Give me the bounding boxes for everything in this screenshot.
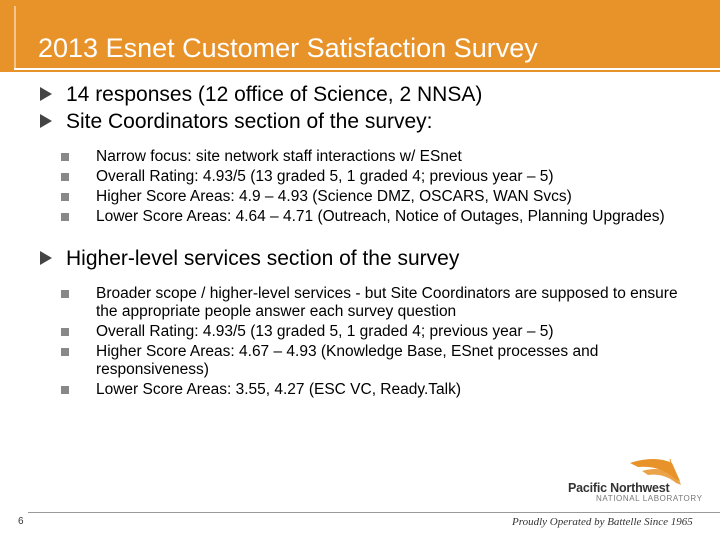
square-bullet-icon: [61, 290, 69, 298]
footer-divider: [28, 512, 720, 513]
square-bullet-icon: [61, 173, 69, 181]
sub-bullet: Overall Rating: 4.93/5 (13 graded 5, 1 g…: [40, 168, 700, 186]
sub-bullet: Lower Score Areas: 3.55, 4.27 (ESC VC, R…: [40, 381, 700, 399]
title-bar-underline: [14, 68, 720, 70]
square-bullet-icon: [61, 213, 69, 221]
bullet-site-coordinators: Site Coordinators section of the survey:: [40, 109, 700, 134]
sub-bullet-text: Overall Rating: 4.93/5 (13 graded 5, 1 g…: [96, 323, 554, 340]
sub-bullet: Higher Score Areas: 4.67 – 4.93 (Knowled…: [40, 343, 700, 379]
bullet-higher-level-services: Higher-level services section of the sur…: [40, 246, 700, 271]
org-name: Pacific Northwest: [568, 481, 670, 495]
square-bullet-icon: [61, 153, 69, 161]
title-bar-edge: [14, 6, 16, 70]
sub-bullet: Broader scope / higher-level services - …: [40, 285, 700, 321]
sub-bullet-text: Higher Score Areas: 4.9 – 4.93 (Science …: [96, 188, 572, 205]
sub-bullet-text: Higher Score Areas: 4.67 – 4.93 (Knowled…: [96, 343, 599, 378]
arrow-bullet-icon: [40, 114, 52, 128]
square-bullet-icon: [61, 386, 69, 394]
arrow-bullet-icon: [40, 251, 52, 265]
slide-title: 2013 Esnet Customer Satisfaction Survey: [38, 33, 538, 63]
bullet-responses: 14 responses (12 office of Science, 2 NN…: [40, 82, 700, 107]
site-coordinators-subitems: Narrow focus: site network staff interac…: [40, 148, 700, 226]
footer-tagline: Proudly Operated by Battelle Since 1965: [512, 516, 693, 528]
bullet-text: Higher-level services section of the sur…: [66, 247, 460, 270]
slide-number: 6: [18, 516, 24, 527]
pnnl-logo-icon: [630, 458, 681, 485]
square-bullet-icon: [61, 348, 69, 356]
sub-bullet-text: Lower Score Areas: 3.55, 4.27 (ESC VC, R…: [96, 381, 461, 398]
org-subtitle: NATIONAL LABORATORY: [596, 494, 703, 503]
sub-bullet: Overall Rating: 4.93/5 (13 graded 5, 1 g…: [40, 323, 700, 341]
bullet-text: 14 responses (12 office of Science, 2 NN…: [66, 83, 483, 106]
title-bar: [0, 0, 720, 72]
sub-bullet-text: Lower Score Areas: 4.64 – 4.71 (Outreach…: [96, 208, 665, 225]
sub-bullet: Higher Score Areas: 4.9 – 4.93 (Science …: [40, 188, 700, 206]
sub-bullet-text: Narrow focus: site network staff interac…: [96, 148, 462, 165]
slide-content: 14 responses (12 office of Science, 2 NN…: [40, 82, 700, 419]
higher-level-subitems: Broader scope / higher-level services - …: [40, 285, 700, 399]
arrow-bullet-icon: [40, 87, 52, 101]
square-bullet-icon: [61, 193, 69, 201]
sub-bullet: Lower Score Areas: 4.64 – 4.71 (Outreach…: [40, 208, 700, 226]
square-bullet-icon: [61, 328, 69, 336]
sub-bullet-text: Broader scope / higher-level services - …: [96, 285, 678, 320]
sub-bullet-text: Overall Rating: 4.93/5 (13 graded 5, 1 g…: [96, 168, 554, 185]
bullet-text: Site Coordinators section of the survey:: [66, 110, 433, 133]
sub-bullet: Narrow focus: site network staff interac…: [40, 148, 700, 166]
